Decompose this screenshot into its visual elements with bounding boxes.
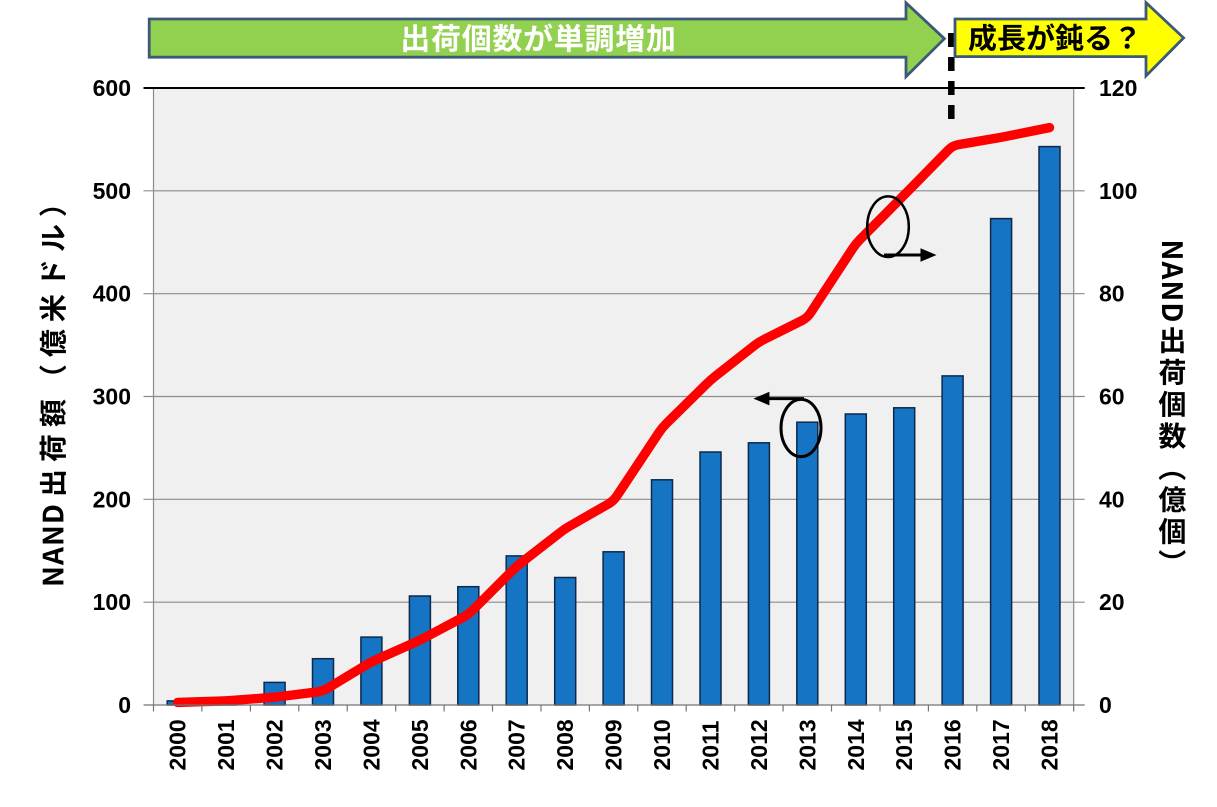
svg-text:80: 80 (1099, 281, 1125, 307)
svg-text:500: 500 (93, 178, 131, 204)
svg-text:2008: 2008 (552, 719, 578, 770)
svg-text:300: 300 (93, 384, 131, 410)
svg-text:400: 400 (93, 281, 131, 307)
svg-text:2004: 2004 (358, 719, 384, 770)
svg-text:20: 20 (1099, 589, 1125, 615)
svg-text:2005: 2005 (407, 719, 433, 770)
svg-text:2010: 2010 (649, 719, 675, 770)
svg-text:200: 200 (93, 486, 131, 512)
svg-text:2007: 2007 (504, 719, 530, 770)
svg-text:0: 0 (1099, 692, 1112, 718)
svg-text:600: 600 (93, 75, 131, 101)
svg-text:2014: 2014 (843, 719, 869, 770)
svg-text:40: 40 (1099, 486, 1125, 512)
svg-text:2017: 2017 (988, 719, 1014, 770)
svg-text:100: 100 (1099, 178, 1137, 204)
svg-text:2001: 2001 (213, 719, 239, 770)
svg-text:2009: 2009 (601, 719, 627, 770)
svg-text:100: 100 (93, 589, 131, 615)
svg-text:2016: 2016 (940, 719, 966, 770)
svg-text:2002: 2002 (262, 719, 288, 770)
svg-text:120: 120 (1099, 75, 1137, 101)
svg-text:0: 0 (118, 692, 131, 718)
svg-text:2011: 2011 (698, 720, 724, 770)
svg-text:2000: 2000 (165, 719, 191, 770)
svg-text:2012: 2012 (746, 719, 772, 770)
svg-text:2018: 2018 (1037, 719, 1063, 770)
svg-text:2015: 2015 (891, 719, 917, 770)
svg-text:60: 60 (1099, 384, 1125, 410)
svg-text:2003: 2003 (310, 719, 336, 770)
svg-text:2006: 2006 (455, 719, 481, 770)
svg-text:2013: 2013 (794, 719, 820, 770)
